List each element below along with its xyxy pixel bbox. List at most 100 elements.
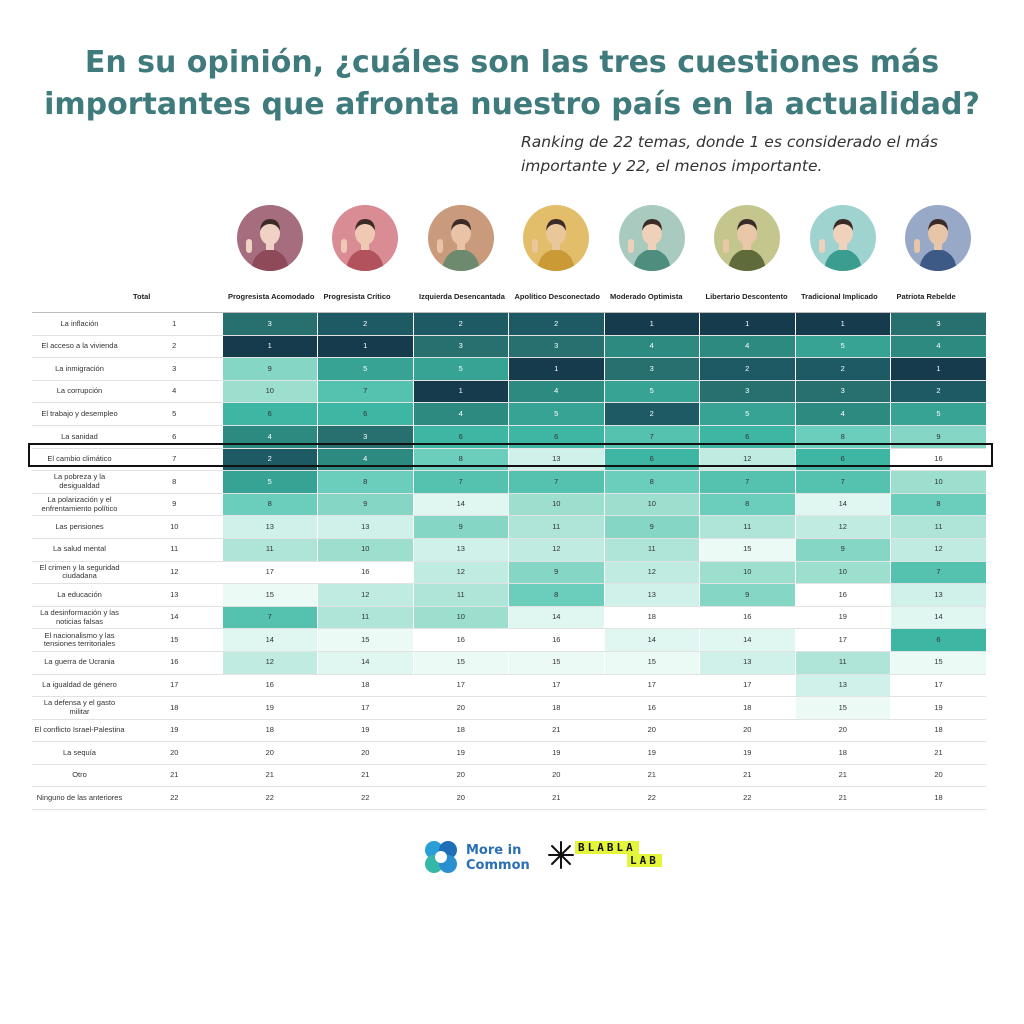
rank-cell: 5	[699, 402, 795, 426]
rank-cell: 14	[508, 606, 604, 630]
rank-cell: 10	[699, 561, 795, 585]
rank-cell: 16	[508, 628, 604, 652]
rank-cell: 13	[317, 515, 413, 539]
header-segment: Progresista Crítico	[317, 282, 413, 313]
rank-cell: 18	[412, 719, 509, 743]
total-rank: 18	[127, 696, 222, 720]
rank-cell: 9	[699, 583, 795, 607]
rank-cell: 18	[317, 674, 413, 698]
rank-cell: 2	[794, 357, 891, 381]
rank-cell: 4	[412, 402, 509, 426]
rank-cell: 21	[603, 764, 700, 788]
rank-cell: 6	[508, 425, 604, 449]
rank-cell: 12	[508, 538, 604, 562]
rank-cell: 18	[794, 741, 891, 765]
table-row: La pobreza y la desigualdad 8 5 8 7 7 8 7 7 10	[32, 470, 986, 494]
rank-cell: 19	[603, 741, 700, 765]
header-segment: Libertario Descontento	[699, 282, 795, 313]
person-illustration-icon	[245, 219, 289, 271]
rank-cell: 17	[508, 674, 604, 698]
avatar-apolitico-desconectado	[523, 205, 590, 271]
rank-cell: 14	[603, 628, 700, 652]
rank-cell: 19	[221, 696, 318, 720]
rank-cell: 17	[412, 674, 509, 698]
rank-cell: 6	[603, 448, 700, 472]
rank-cell: 16	[603, 696, 700, 720]
rank-cell: 18	[221, 719, 318, 743]
rank-cell: 1	[221, 335, 318, 359]
rank-cell: 4	[508, 380, 604, 404]
rank-cell: 11	[699, 515, 795, 539]
rank-cell: 1	[508, 357, 604, 381]
ranking-table: Total Progresista Acomodado Progresista Cr…	[32, 282, 986, 811]
total-rank: 8	[127, 470, 222, 494]
row-label: La igualdad de género	[32, 674, 127, 698]
rank-cell: 9	[603, 515, 700, 539]
rank-cell: 18	[890, 786, 986, 811]
rank-cell: 10	[794, 561, 891, 585]
table-row: La inflación 1 3 2 2 2 1 1 1 3	[32, 312, 986, 336]
rank-cell: 15	[699, 538, 795, 562]
row-label: Ninguno de las anteriores	[32, 786, 127, 811]
rank-cell: 21	[508, 719, 604, 743]
total-rank: 9	[127, 493, 222, 517]
rank-cell: 15	[603, 651, 700, 675]
rank-cell: 4	[603, 335, 700, 359]
rank-cell: 6	[221, 402, 318, 426]
header-segment: Izquierda Desencantada	[413, 282, 509, 313]
rank-cell: 17	[890, 674, 986, 698]
rank-cell: 6	[412, 425, 509, 449]
rank-cell: 21	[794, 786, 891, 811]
rank-cell: 2	[221, 448, 318, 472]
rank-cell: 4	[317, 448, 413, 472]
rank-cell: 8	[412, 448, 509, 472]
rank-cell: 9	[890, 425, 986, 449]
rank-cell: 20	[412, 786, 509, 811]
row-label: La educación	[32, 583, 127, 607]
subtitle-line-2: importante y 22, el menos importante.	[521, 157, 823, 175]
header-topic	[32, 282, 127, 313]
rank-cell: 4	[890, 335, 986, 359]
total-rank: 2	[127, 335, 222, 359]
avatar-tradicional-implicado	[809, 205, 876, 271]
title-line-1: En su opinión, ¿cuáles son las tres cues…	[84, 45, 940, 80]
rank-cell: 7	[699, 470, 795, 494]
person-illustration-icon	[627, 219, 671, 271]
avatar-progresista-acomodado	[236, 205, 303, 271]
row-label: Las pensiones	[32, 515, 127, 539]
rank-cell: 17	[317, 696, 413, 720]
table-row: Ninguno de las anteriores 22 22 22 20 21 22 22 2…	[32, 786, 986, 811]
rank-cell: 17	[221, 561, 318, 585]
rank-cell: 3	[699, 380, 795, 404]
total-rank: 12	[127, 561, 222, 585]
rank-cell: 13	[508, 448, 604, 472]
rank-cell: 3	[221, 312, 318, 336]
rank-cell: 7	[317, 380, 413, 404]
rank-cell: 22	[221, 786, 318, 811]
rank-cell: 10	[508, 493, 604, 517]
row-label: La sequía	[32, 741, 127, 765]
header-segment: Patriota Rebelde	[890, 282, 986, 313]
rank-cell: 21	[890, 741, 986, 765]
rank-cell: 19	[890, 696, 986, 720]
table-row: La defensa y el gasto militar 18 19 17 20 18 1…	[32, 696, 986, 720]
more-in-common-logo-icon	[425, 841, 457, 873]
rank-cell: 3	[317, 425, 413, 449]
blabla-lab-wordmark: BLABLA LAB	[575, 841, 662, 867]
rank-cell: 16	[794, 583, 891, 607]
rank-cell: 9	[221, 357, 318, 381]
rank-cell: 19	[412, 741, 509, 765]
rank-cell: 3	[508, 335, 604, 359]
rank-cell: 16	[412, 628, 509, 652]
rank-cell: 13	[890, 583, 986, 607]
more-in-common-line-1: More in	[466, 843, 522, 858]
total-rank: 19	[127, 719, 222, 743]
row-label: El acceso a la vivienda	[32, 335, 127, 359]
rank-cell: 10	[317, 538, 413, 562]
rank-cell: 1	[794, 312, 891, 336]
rank-cell: 11	[221, 538, 318, 562]
rank-cell: 11	[890, 515, 986, 539]
rank-cell: 8	[794, 425, 891, 449]
rank-cell: 10	[890, 470, 986, 494]
rank-cell: 13	[699, 651, 795, 675]
